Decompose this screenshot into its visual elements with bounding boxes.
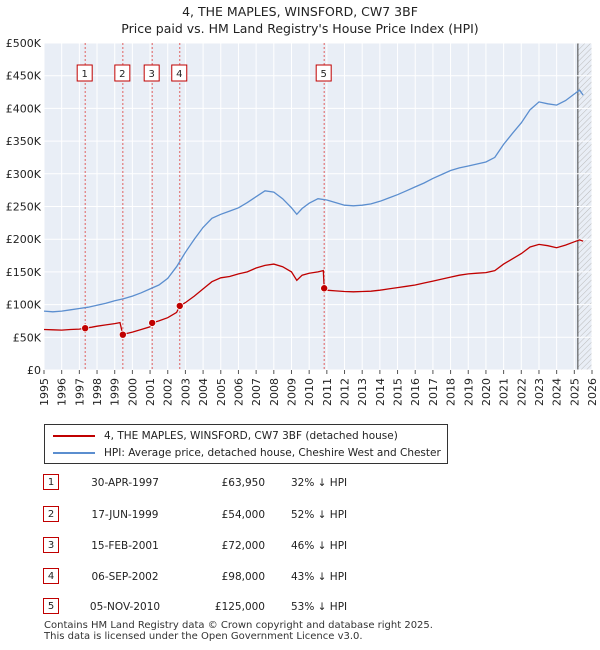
table-row: 1 30-APR-1997 £63,950 32% ↓ HPI (43, 474, 443, 492)
price-chart: 1 2 3 4 5 £0 £50K £100K £150K £200K £250K £300K £35… (6, 37, 599, 406)
footer-line-1: Contains HM Land Registry data © Crown c… (44, 620, 433, 631)
x-tick-label: 2022 (515, 378, 528, 406)
table-row: 3 15-FEB-2001 £72,000 46% ↓ HPI (43, 537, 443, 555)
sale-date: 05-NOV-2010 (89, 601, 161, 613)
table-row: 2 17-JUN-1999 £54,000 52% ↓ HPI (43, 506, 443, 524)
x-tick-label: 2008 (268, 378, 281, 406)
x-tick-label: 2013 (356, 378, 369, 406)
table-row: 4 06-SEP-2002 £98,000 43% ↓ HPI (43, 568, 443, 586)
y-tick-label: £500K (6, 37, 42, 50)
sale-price: £125,000 (214, 601, 265, 613)
x-tick-label: 2001 (144, 378, 157, 406)
sale-hpi-diff: 32% ↓ HPI (291, 477, 348, 489)
title-line-2: Price paid vs. HM Land Registry's House … (121, 21, 479, 36)
sale-price: £72,000 (221, 540, 265, 552)
sale-hpi-diff: 46% ↓ HPI (291, 540, 348, 552)
sale-point (320, 284, 329, 293)
legend-item-property: 4, THE MAPLES, WINSFORD, CW7 3BF (detach… (53, 428, 398, 444)
sale-date: 06-SEP-2002 (91, 571, 159, 583)
sale-number-label: 2 (119, 69, 125, 80)
sale-number-label: 4 (176, 69, 182, 80)
x-tick-label: 2024 (551, 378, 564, 406)
x-tick-label: 2005 (215, 378, 228, 406)
legend-item-hpi: HPI: Average price, detached house, Ches… (53, 445, 441, 461)
y-tick-label: £150K (6, 266, 42, 279)
y-tick-label: £50K (13, 331, 42, 344)
x-tick-label: 1995 (38, 378, 51, 406)
x-tick-label: 2017 (427, 378, 440, 406)
sale-date: 17-JUN-1999 (91, 509, 159, 521)
legend-label-hpi: HPI: Average price, detached house, Ches… (104, 447, 441, 459)
sale-point (118, 330, 127, 339)
x-tick-label: 2020 (480, 378, 493, 406)
sale-number-badge: 2 (43, 506, 59, 522)
sale-price: £98,000 (221, 571, 265, 583)
x-tick-label: 2012 (339, 378, 352, 406)
table-row: 5 05-NOV-2010 £125,000 53% ↓ HPI (43, 598, 443, 616)
x-tick-label: 2010 (303, 378, 316, 406)
sale-number-label: 3 (148, 69, 154, 80)
sale-date: 30-APR-1997 (91, 477, 159, 489)
x-tick-label: 2018 (445, 378, 458, 406)
y-tick-label: £250K (6, 201, 42, 214)
x-tick-label: 2006 (232, 378, 245, 406)
legend-label-property: 4, THE MAPLES, WINSFORD, CW7 3BF (detach… (104, 430, 398, 442)
x-tick-label: 2002 (162, 378, 175, 406)
sale-number-badge: 5 (43, 598, 59, 614)
y-tick-label: £0 (27, 364, 41, 377)
x-tick-label: 2014 (374, 378, 387, 406)
y-tick-label: £200K (6, 233, 42, 246)
sale-price: £54,000 (221, 509, 265, 521)
sale-point (148, 318, 157, 327)
x-tick-label: 2026 (586, 378, 599, 406)
x-tick-label: 2019 (462, 378, 475, 406)
sale-hpi-diff: 53% ↓ HPI (291, 601, 348, 613)
x-tick-label: 2015 (392, 378, 405, 406)
sale-number-box (143, 64, 160, 82)
legend-swatch-hpi (53, 452, 95, 454)
y-tick-label: £300K (6, 168, 42, 181)
x-tick-label: 2009 (285, 378, 298, 406)
legend-swatch-property (53, 435, 95, 437)
x-tick-label: 2004 (197, 378, 210, 406)
sale-hpi-diff: 43% ↓ HPI (291, 571, 348, 583)
x-tick-label: 1999 (109, 378, 122, 406)
x-tick-label: 1996 (56, 378, 69, 406)
sale-number-box (315, 64, 332, 82)
x-tick-label: 1997 (73, 378, 86, 406)
x-tick-label: 2007 (250, 378, 263, 406)
sale-point (175, 301, 184, 310)
footer: Contains HM Land Registry data © Crown c… (44, 620, 433, 642)
y-tick-label: £400K (6, 102, 42, 115)
x-tick-label: 2023 (533, 378, 546, 406)
x-tick-label: 2025 (568, 378, 581, 406)
title-line-1: 4, THE MAPLES, WINSFORD, CW7 3BF (182, 4, 418, 19)
x-tick-label: 2003 (179, 378, 192, 406)
sale-hpi-diff: 52% ↓ HPI (291, 509, 348, 521)
sale-number-box (114, 64, 131, 82)
sale-number-badge: 4 (43, 568, 59, 584)
sale-number-label: 5 (320, 69, 326, 80)
sale-point (81, 324, 90, 333)
x-tick-label: 1998 (91, 378, 104, 406)
sale-number-badge: 1 (43, 474, 59, 490)
y-tick-label: £100K (6, 299, 42, 312)
footer-line-2: This data is licensed under the Open Gov… (44, 631, 363, 642)
y-tick-label: £350K (6, 135, 42, 148)
chart-title: 4, THE MAPLES, WINSFORD, CW7 3BF Price p… (0, 3, 600, 37)
sale-number-box (171, 64, 188, 82)
x-tick-label: 2011 (321, 378, 334, 406)
sale-number-box (76, 64, 93, 82)
series-line-hpi (43, 89, 584, 313)
sale-date: 15-FEB-2001 (91, 540, 159, 552)
sale-number-label: 1 (82, 69, 88, 80)
legend: 4, THE MAPLES, WINSFORD, CW7 3BF (detach… (44, 424, 448, 464)
sale-number-badge: 3 (43, 537, 59, 553)
x-tick-label: 2000 (126, 378, 139, 406)
x-tick-label: 2021 (498, 378, 511, 406)
sale-price: £63,950 (221, 477, 265, 489)
x-tick-label: 2016 (409, 378, 422, 406)
y-tick-label: £450K (6, 70, 42, 83)
